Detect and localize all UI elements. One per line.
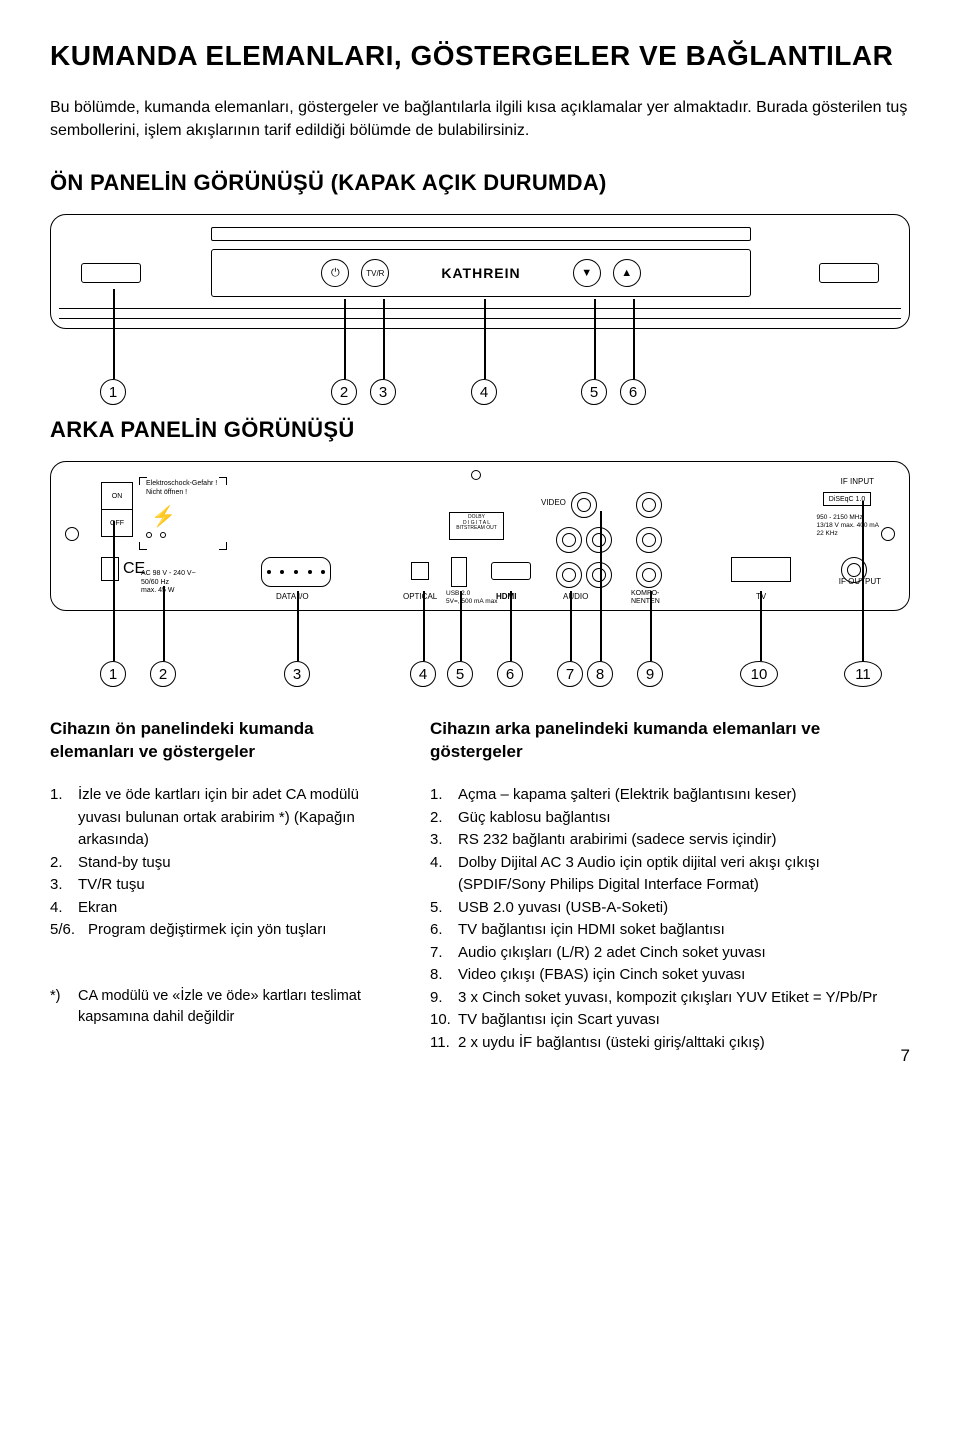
rp-dots xyxy=(146,532,166,538)
rp-callout-6: 6 xyxy=(497,661,523,687)
rp-off: OFF xyxy=(102,510,132,537)
rp-callout-5: 5 xyxy=(447,661,473,687)
rp-optical-port xyxy=(411,562,429,580)
rp-audio-label: AUDIO xyxy=(563,592,588,601)
weee-icon xyxy=(101,557,119,581)
rp-hdmi-port xyxy=(491,562,531,580)
rp-video-label: VIDEO xyxy=(541,498,566,507)
rp-comp-y xyxy=(636,492,662,518)
rp-audio-r2 xyxy=(586,562,612,588)
hazard-icon: ⚡ xyxy=(151,504,176,529)
fp-callout-3: 3 xyxy=(370,379,396,405)
rp-callout-2: 2 xyxy=(150,661,176,687)
rear-panel-heading: ARKA PANELİN GÖRÜNÜŞÜ xyxy=(50,417,910,443)
fp-callout-6: 6 xyxy=(620,379,646,405)
rp-callout-11: 11 xyxy=(844,661,882,687)
rp-dataio-label: DATA I/O xyxy=(276,592,309,601)
front-panel-heading: ÖN PANELİN GÖRÜNÜŞÜ (KAPAK AÇIK DURUMDA) xyxy=(50,170,910,196)
rp-audio-l xyxy=(556,527,582,553)
rp-audio-r xyxy=(586,527,612,553)
rp-video-port xyxy=(571,492,597,518)
rp-audio-l2 xyxy=(556,562,582,588)
rp-comp-pb xyxy=(636,527,662,553)
page-title: KUMANDA ELEMANLARI, GÖSTERGELER VE BAĞLA… xyxy=(50,40,910,72)
rp-ifoutput-label: IF OUTPUT xyxy=(839,577,881,586)
fp-power-btn: ⏻ xyxy=(321,259,349,287)
rp-ifinput-label: IF INPUT xyxy=(841,477,874,486)
rp-power-rating: AC 98 V - 240 V~ 50/60 Hz max. 45 W xyxy=(141,570,196,595)
fp-left-slot xyxy=(81,263,141,283)
fp-logo: KATHREIN xyxy=(441,265,520,281)
fp-callout-2: 2 xyxy=(331,379,357,405)
front-panel-list: 1.İzle ve öde kartları için bir adet CA … xyxy=(50,784,390,942)
fp-callout-1: 1 xyxy=(100,379,126,405)
page-number: 7 xyxy=(901,1046,910,1066)
description-columns: Cihazın ön panelindeki kumanda elemanlar… xyxy=(50,718,910,1054)
rp-serial-port xyxy=(261,557,331,587)
fp-down-btn: ▼ xyxy=(573,259,601,287)
rp-callout-10: 10 xyxy=(740,661,778,687)
rear-panel-callouts: 1 2 3 4 5 6 7 8 9 10 11 xyxy=(50,621,910,696)
front-panel-callouts: 1 2 3 4 5 6 xyxy=(50,339,910,409)
footnote: *) CA modülü ve «İzle ve öde» kartları t… xyxy=(50,986,390,1028)
rp-on: ON xyxy=(102,483,132,510)
rp-callout-8: 8 xyxy=(587,661,613,687)
rp-warning: Elektroschock-Gefahr ! Nicht öffnen ! xyxy=(146,480,217,497)
rp-callout-3: 3 xyxy=(284,661,310,687)
rp-diseqc-label: DiSEqC 1.0 xyxy=(823,492,871,506)
front-panel-diagram: ⏻ TV/R KATHREIN ▼ ▲ xyxy=(50,214,910,329)
rp-kompo-label: KOMPO- NENTEN xyxy=(631,590,660,605)
rear-panel-list: 1.Açma – kapama şalteri (Elektrik bağlan… xyxy=(430,784,910,1054)
rp-spec-text: 950 - 2150 MHz 13/18 V max. 400 mA 22 KH… xyxy=(816,514,879,537)
right-col-heading: Cihazın arka panelindeki kumanda elemanl… xyxy=(430,718,910,764)
fp-up-btn: ▲ xyxy=(613,259,641,287)
rp-callout-9: 9 xyxy=(637,661,663,687)
fp-slot xyxy=(211,227,751,241)
intro-text: Bu bölümde, kumanda elemanları, gösterge… xyxy=(50,96,910,142)
rp-optical-label: OPTICAL xyxy=(403,592,437,601)
rp-scart-port xyxy=(731,557,791,582)
rp-callout-4: 4 xyxy=(410,661,436,687)
fp-right-slot xyxy=(819,263,879,283)
rp-power-switch: ON OFF xyxy=(101,482,133,537)
rp-hdmi-label: HDMI xyxy=(496,592,516,601)
rp-usb-port xyxy=(451,557,467,587)
rp-dolby-box: DOLBY D I G I T A L BITSTREAM OUT xyxy=(449,512,504,540)
rear-panel-diagram: ON OFF Elektroschock-Gefahr ! Nicht öffn… xyxy=(50,461,910,611)
rp-comp-pr xyxy=(636,562,662,588)
fp-center: ⏻ TV/R KATHREIN ▼ ▲ xyxy=(211,249,751,297)
rp-callout-7: 7 xyxy=(557,661,583,687)
fp-callout-4: 4 xyxy=(471,379,497,405)
fp-tvr-btn: TV/R xyxy=(361,259,389,287)
left-col-heading: Cihazın ön panelindeki kumanda elemanlar… xyxy=(50,718,390,764)
fp-callout-5: 5 xyxy=(581,379,607,405)
rp-callout-1: 1 xyxy=(100,661,126,687)
rp-usb-label: USB 2.0 5V=, 500 mA max xyxy=(446,590,498,604)
